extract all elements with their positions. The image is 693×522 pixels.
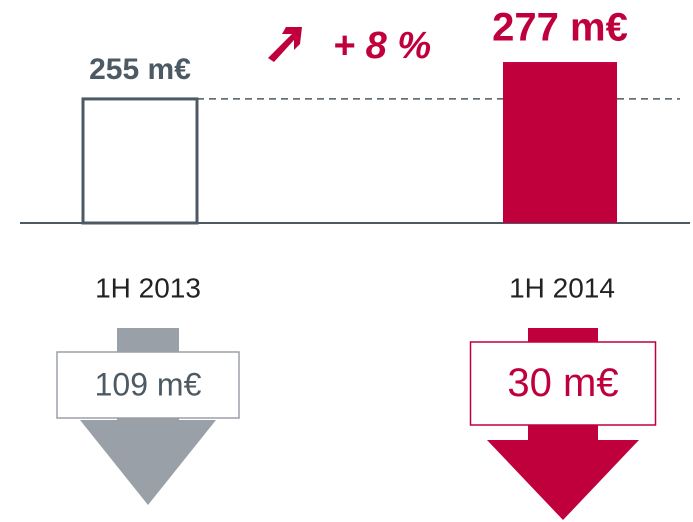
flow-label: 109 m€ xyxy=(95,366,202,402)
trend-arrow-icon xyxy=(268,27,302,62)
value-label: 255 m€ xyxy=(89,53,191,86)
flow-box xyxy=(469,341,657,426)
value-label: 277 m€ xyxy=(492,6,628,50)
bar xyxy=(503,62,617,223)
flow-label: 30 m€ xyxy=(507,361,618,405)
bar xyxy=(81,97,199,225)
x-tick-label: 1H 2014 xyxy=(509,272,615,303)
trend-annotation: + 8 % xyxy=(333,25,431,67)
flow-box xyxy=(56,351,240,419)
x-tick-label: 1H 2013 xyxy=(95,272,201,303)
